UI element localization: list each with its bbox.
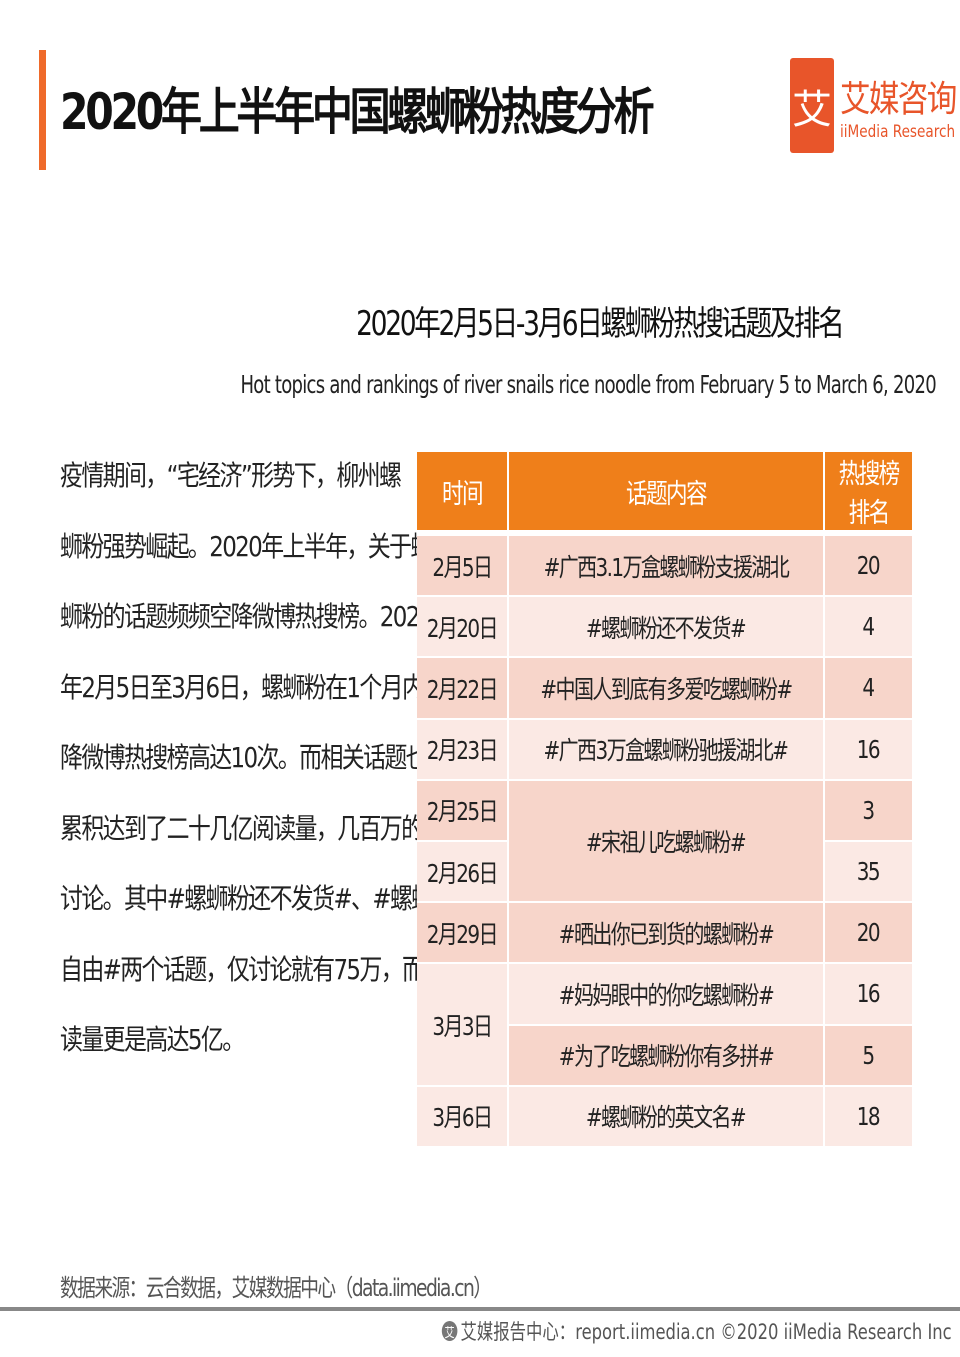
cell-rank: 5 [824, 1025, 912, 1087]
cell-date: 2月26日 [417, 841, 507, 904]
header-rank: 热搜榜排名 [824, 452, 912, 536]
cell-topic: #中国人到底有多爱吃螺蛳粉# [508, 658, 823, 720]
logo: 艾 艾媒咨询 iiMedia Research [790, 58, 960, 153]
header-topic: 话题内容 [508, 452, 823, 536]
cell-date: 2月22日 [417, 658, 507, 720]
paragraph-line: 蛳粉的话题频频空降微博热搜榜。2020 [60, 600, 433, 633]
footer-divider [0, 1307, 960, 1311]
cell-date: 2月20日 [417, 597, 507, 659]
paragraph-line: 疫情期间，“宅经济”形势下，柳州螺 [60, 459, 402, 492]
table-row: #为了吃螺蛳粉你有多拼# 5 [417, 1025, 912, 1087]
cell-rank: 20 [824, 536, 912, 598]
data-source: 数据来源：云合数据，艾媒数据中心（data.iimedia.cn） [60, 1274, 492, 1302]
paragraph-line: 讨论。其中#螺蛳粉还不发货#、#螺蛳粉 [60, 882, 456, 915]
cell-rank: 4 [824, 597, 912, 659]
table-header: 时间 话题内容 热搜榜排名 [417, 452, 912, 536]
subtitle-en: Hot topics and rankings of river snails … [240, 370, 937, 399]
title-accent-bar [39, 50, 46, 170]
description-paragraph: 疫情期间，“宅经济”形势下，柳州螺 蛳粉强势崛起。2020年上半年，关于螺 蛳粉… [60, 452, 456, 1087]
report-center-icon: 艾 [442, 1321, 458, 1341]
table-row: 2月20日 #螺蛳粉还不发货# 4 [417, 597, 912, 659]
paragraph-line: 蛳粉强势崛起。2020年上半年，关于螺 [60, 529, 433, 563]
logo-mark: 艾 [790, 58, 834, 153]
table-row: 2月26日 35 [417, 841, 912, 904]
cell-topic: #螺蛳粉还不发货# [508, 597, 823, 659]
cell-rank: 4 [824, 658, 912, 720]
table-row: 2月23日 #广西3万盒螺蛳粉驰援湖北# 16 [417, 719, 912, 781]
table-row: 2月5日 #广西3.1万盒螺蛳粉支援湖北 20 [417, 536, 912, 598]
hot-topics-table: 时间 话题内容 热搜榜排名 2月5日 #广西3.1万盒螺蛳粉支援湖北 20 2月… [415, 452, 914, 1148]
header-date: 时间 [417, 452, 507, 536]
paragraph-line: 读量更是高达5亿。 [60, 1023, 245, 1056]
cell-date: 3月6日 [417, 1086, 507, 1148]
cell-topic: #广西3万盒螺蛳粉驰援湖北# [508, 719, 823, 781]
cell-date: 3月3日 [417, 964, 507, 1087]
cell-rank: 16 [824, 719, 912, 781]
cell-date: 2月5日 [417, 536, 507, 598]
cell-date: 2月23日 [417, 719, 507, 781]
cell-rank: 3 [824, 780, 912, 842]
page-title: 2020年上半年中国螺蛳粉热度分析 [60, 83, 655, 141]
cell-rank: 35 [824, 841, 912, 904]
table-row: 2月22日 #中国人到底有多爱吃螺蛳粉# 4 [417, 658, 912, 720]
cell-date: 2月29日 [417, 903, 507, 965]
cell-rank: 20 [824, 903, 912, 965]
footer-text: 艾媒报告中心：report.iimedia.cn ©2020 iiMedia R… [460, 1320, 952, 1344]
cell-date: 2月25日 [417, 780, 507, 842]
cell-rank: 16 [824, 964, 912, 1026]
logo-en: iiMedia Research [840, 121, 956, 142]
table-row: 3月6日 #螺蛳粉的英文名# 18 [417, 1086, 912, 1148]
paragraph-line: 降微博热搜榜高达10次。而相关话题也 [60, 741, 429, 774]
table-row: 2月29日 #晒出你已到货的螺蛳粉# 20 [417, 903, 912, 965]
cell-topic: #广西3.1万盒螺蛳粉支援湖北 [508, 536, 823, 598]
cell-topic: #为了吃螺蛳粉你有多拼# [508, 1025, 823, 1087]
footer: 艾 艾媒报告中心：report.iimedia.cn ©2020 iiMedia… [442, 1316, 952, 1346]
subtitle-cn: 2020年2月5日-3月6日螺蛳粉热搜话题及排名 [355, 304, 845, 344]
paragraph-line: 年2月5日至3月6日，螺蛳粉在1个月内空 [60, 670, 446, 704]
cell-topic: #螺蛳粉的英文名# [508, 1086, 823, 1148]
table-row: 3月3日 #妈妈眼中的你吃螺蛳粉# 16 [417, 964, 912, 1087]
logo-cn: 艾媒咨询 [840, 78, 957, 120]
paragraph-line: 累积达到了二十几亿阅读量，几百万的 [60, 811, 424, 845]
cell-topic: #妈妈眼中的你吃螺蛳粉# [508, 964, 823, 1026]
cell-rank: 18 [824, 1086, 912, 1148]
paragraph-line: 自由#两个话题，仅讨论就有75万，而阅 [60, 952, 446, 986]
cell-topic: #晒出你已到货的螺蛳粉# [508, 903, 823, 965]
cell-topic: #宋祖儿吃螺蛳粉# [508, 780, 823, 904]
table-row: 2月25日 #宋祖儿吃螺蛳粉# 3 [417, 780, 912, 904]
